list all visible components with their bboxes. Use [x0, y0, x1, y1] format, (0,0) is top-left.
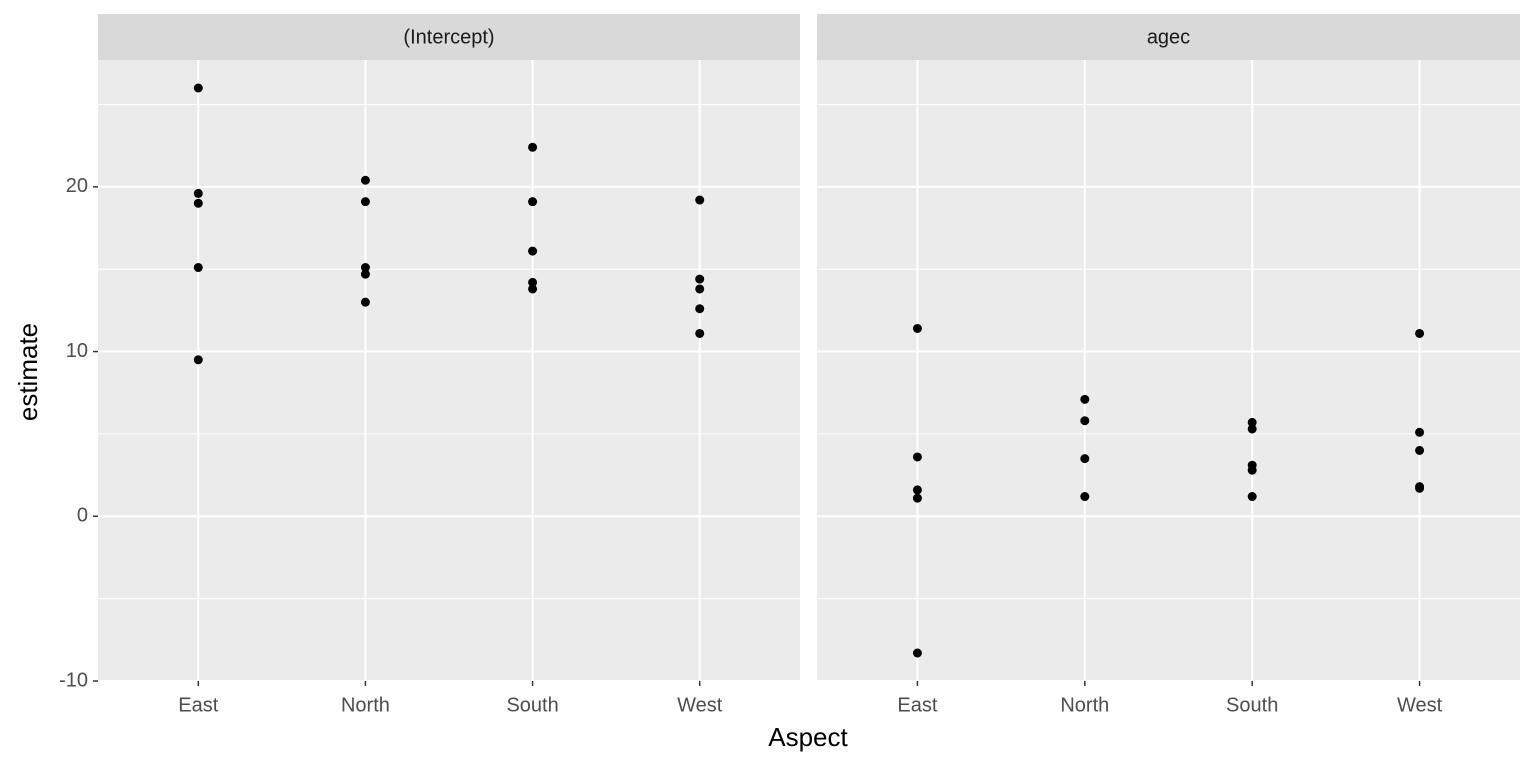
strip-label: agec [1147, 26, 1190, 48]
point [528, 142, 538, 152]
point [1415, 328, 1425, 338]
point [912, 452, 922, 462]
point [360, 269, 370, 279]
point [1415, 427, 1425, 437]
point [360, 175, 370, 185]
point [695, 284, 705, 294]
point [1080, 416, 1090, 426]
x-tick-label: North [341, 694, 390, 716]
y-tick-label: -10 [59, 669, 88, 691]
point [912, 648, 922, 658]
y-axis-title: estimate [13, 323, 43, 421]
x-tick-label: North [1060, 694, 1109, 716]
point [695, 274, 705, 284]
point [360, 197, 370, 207]
point [528, 246, 538, 256]
point [1247, 492, 1257, 502]
point [193, 263, 203, 273]
x-tick-label: West [1397, 694, 1443, 716]
point [912, 485, 922, 495]
point [1247, 424, 1257, 434]
point [695, 195, 705, 205]
x-tick-label: South [506, 694, 558, 716]
point [193, 198, 203, 208]
y-tick-label: 10 [66, 340, 88, 362]
x-tick-label: West [677, 694, 723, 716]
strip-background [817, 14, 1520, 60]
point [912, 493, 922, 503]
point [1247, 465, 1257, 475]
point [1080, 394, 1090, 404]
point [193, 355, 203, 365]
y-tick-label: 0 [77, 505, 88, 527]
point [360, 263, 370, 273]
point [1080, 492, 1090, 502]
point [528, 284, 538, 294]
strip-label: (Intercept) [403, 26, 494, 48]
point [360, 297, 370, 307]
point [1415, 483, 1425, 493]
point [193, 83, 203, 93]
point [1080, 454, 1090, 464]
point [193, 188, 203, 198]
point [528, 277, 538, 287]
panel-background [817, 60, 1520, 681]
point [912, 323, 922, 333]
x-tick-label: East [897, 694, 937, 716]
point [695, 304, 705, 314]
point [695, 328, 705, 338]
point [1415, 445, 1425, 455]
x-tick-label: East [178, 694, 218, 716]
point [1247, 417, 1257, 427]
x-tick-label: South [1226, 694, 1278, 716]
panel-background [98, 60, 800, 681]
point [528, 197, 538, 207]
x-axis-title: Aspect [768, 722, 848, 752]
y-tick-label: 20 [66, 175, 88, 197]
strip-background [98, 14, 800, 60]
